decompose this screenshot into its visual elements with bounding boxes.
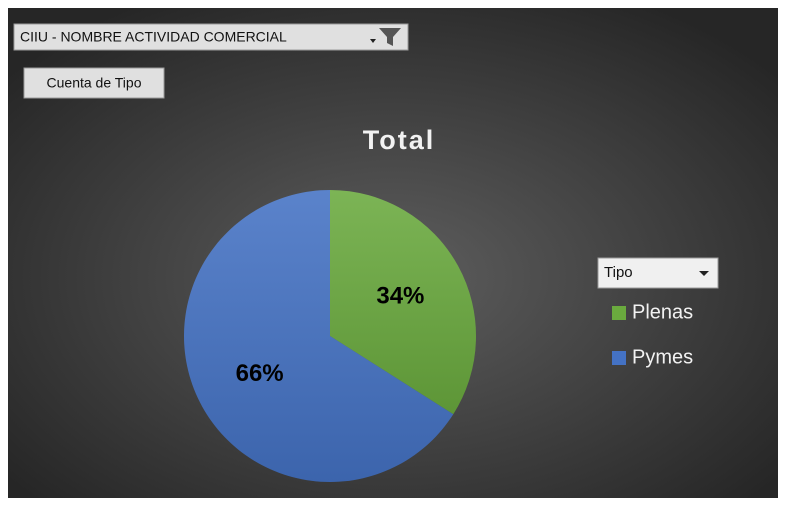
slice-shade [183, 190, 454, 483]
filter-button[interactable]: CIIU - NOMBRE ACTIVIDAD COMERCIAL [13, 23, 409, 51]
legend-label: Plenas [632, 301, 693, 323]
value-button[interactable]: Cuenta de Tipo [23, 67, 165, 99]
button-bg [13, 23, 409, 51]
button-bg [597, 257, 719, 289]
legend-dropdown[interactable]: Tipo [597, 257, 719, 289]
dropdown-arrow [370, 39, 376, 43]
legend-swatch [612, 351, 626, 365]
button-bg [23, 67, 165, 99]
data-label: 34% [376, 283, 424, 310]
slice-shade [330, 190, 476, 415]
chart-title: Total [363, 125, 436, 155]
legend-swatch [612, 306, 626, 320]
button-label: CIIU - NOMBRE ACTIVIDAD COMERCIAL [20, 29, 287, 45]
filter-icon [379, 28, 401, 46]
legend-title: Tipo [604, 264, 633, 281]
data-label: 66% [236, 360, 284, 387]
button-label: Cuenta de Tipo [47, 75, 142, 91]
dropdown-arrow [699, 271, 709, 276]
legend-label: Pymes [632, 346, 693, 368]
